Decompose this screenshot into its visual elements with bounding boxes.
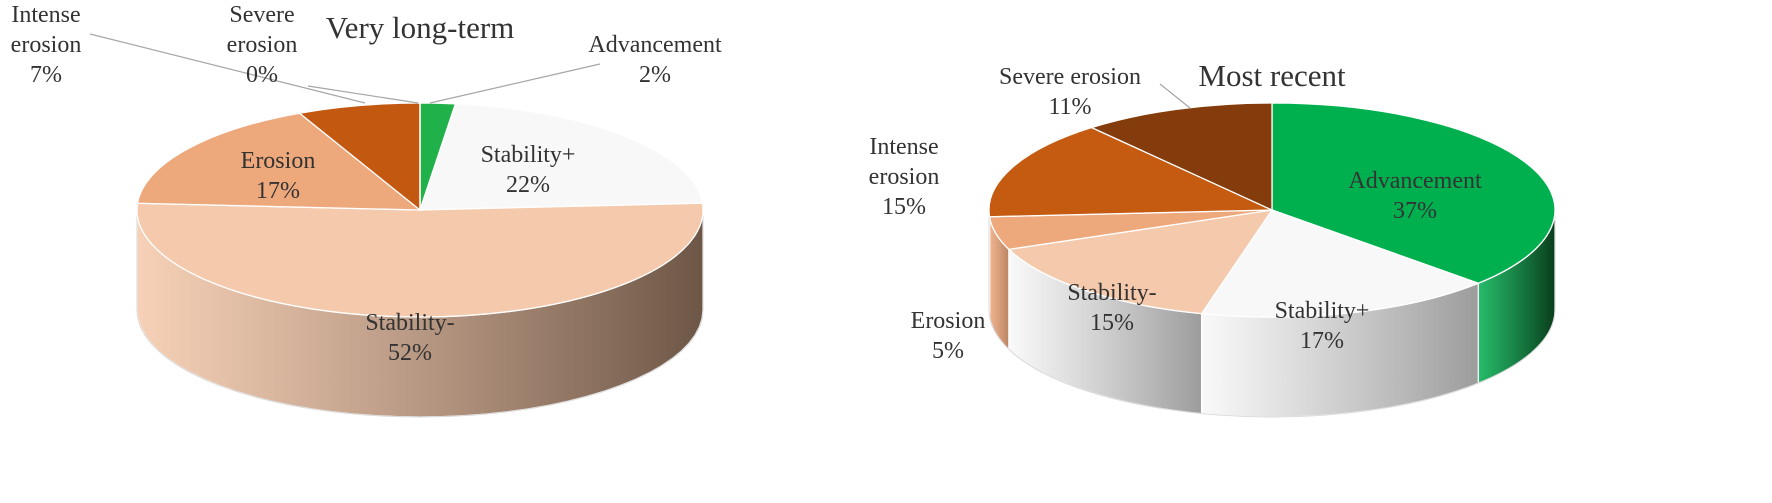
slice-stability: [1007, 209, 1274, 315]
chart-title: Most recent: [1198, 58, 1346, 93]
data-label-stability: Stability+ 22%: [481, 142, 576, 198]
pie-chart-very-long-term: Very long-term Advancement 2%Stability+ 22%…: [11, 2, 722, 418]
data-label-stability: Stability+ 17%: [1275, 298, 1370, 354]
data-label-advancement: Advancement 2%: [588, 32, 722, 88]
leader-line-advancement: [429, 63, 601, 104]
leader-line-intense-erosion: [89, 33, 366, 104]
slice-intense-erosion: [988, 126, 1273, 218]
data-label-intense-erosion: Intense erosion 15%: [869, 134, 940, 220]
slice-severe-erosion: [1089, 102, 1273, 212]
pie-slices: [136, 102, 704, 318]
data-label-stability: Stability-15%: [1067, 280, 1156, 336]
slice-stability: [419, 103, 704, 211]
chart-title: Very long-term: [326, 10, 515, 45]
pie-base-outline: [988, 210, 1556, 418]
data-label-erosion: Erosion 5%: [911, 308, 986, 364]
data-label-stability: Stability-52%: [365, 310, 454, 366]
slice-stability: [136, 202, 704, 318]
data-label-advancement: Advancement 37%: [1348, 168, 1482, 224]
slice-stability: [1200, 209, 1481, 318]
slice-erosion: [136, 112, 422, 211]
data-label-severe-erosion: Severe erosion 11%: [999, 64, 1141, 120]
data-labels: Advancement 37% Stability+ 17% Stability-15%…: [869, 64, 1482, 364]
pie-base-outline: [136, 210, 704, 418]
leader-line-severe-erosion: [307, 85, 419, 104]
data-label-erosion: Erosion 17%: [241, 148, 316, 204]
leader-lines: [1159, 83, 1191, 109]
pie-chart-most-recent: Most recent Advancement 37% Stability+ 17% St…: [869, 58, 1556, 418]
data-labels: Advancement 2%Stability+ 22% Stability-52% E…: [11, 2, 722, 366]
data-label-intense-erosion: Intense erosion 7%: [11, 2, 82, 88]
pie-side-walls: [988, 209, 1556, 418]
data-label-severe-erosion: Severe erosion 0%: [227, 2, 298, 88]
leader-lines: [89, 33, 601, 104]
leader-line-severe-erosion: [1159, 83, 1191, 109]
slice-advancement: [1271, 102, 1556, 284]
pie-slices: [988, 102, 1556, 318]
